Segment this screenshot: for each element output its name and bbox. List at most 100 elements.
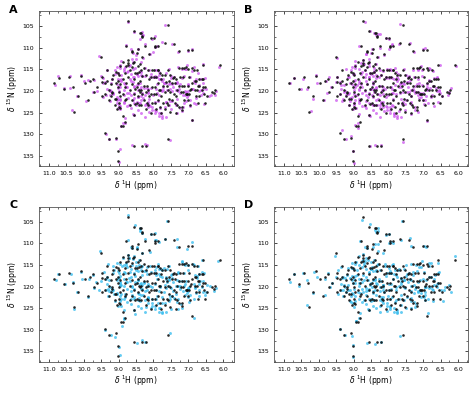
Point [182,287,190,294]
Point [352,277,359,283]
Point [361,244,369,251]
Point [417,63,425,70]
Point [117,77,124,83]
Point [134,277,142,283]
Point [414,89,422,95]
Point [130,294,138,300]
Point [369,94,376,100]
Point [154,80,162,86]
Point [365,287,372,294]
Point [419,91,426,98]
Point [98,277,105,284]
Point [105,136,112,142]
Point [51,82,58,88]
Point [190,296,197,302]
Point [350,89,358,95]
Point [436,296,444,302]
Point [182,262,189,268]
Point [425,263,432,269]
Point [112,80,120,86]
Point [407,101,415,108]
Point [154,97,162,104]
Point [381,261,388,267]
Point [108,332,115,338]
Point [157,271,165,278]
Point [178,300,186,306]
Point [299,75,307,82]
Point [377,339,385,346]
Point [349,353,357,360]
Point [69,279,77,286]
Point [184,92,192,98]
Point [348,106,356,112]
Point [424,47,431,53]
Point [168,72,175,79]
Point [386,74,394,80]
Point [303,277,311,283]
Point [346,297,353,303]
Point [183,287,191,293]
Point [368,265,375,271]
Point [133,280,141,286]
Text: C: C [9,201,18,210]
Point [150,48,157,55]
Point [412,300,420,307]
Point [410,74,418,80]
Point [180,261,188,267]
Point [167,306,175,312]
Point [419,242,426,249]
Point [151,33,159,39]
Point [340,136,347,143]
Point [422,93,430,99]
Point [412,89,419,95]
Point [374,33,381,39]
Point [116,352,123,358]
Point [191,80,199,87]
Point [128,64,136,71]
Point [386,269,394,276]
Point [386,296,394,302]
Point [118,303,125,309]
Point [433,74,441,81]
Point [391,267,399,273]
Point [392,284,400,290]
Point [360,74,367,80]
Point [145,98,152,105]
Point [146,249,154,256]
Point [163,100,171,106]
Point [158,294,166,300]
Point [357,60,365,66]
Point [137,30,145,36]
Point [136,67,144,74]
Point [345,287,352,293]
Point [393,267,401,273]
Point [370,30,378,36]
Point [112,134,120,141]
Point [147,35,155,41]
Point [141,297,148,303]
Point [167,106,175,112]
Point [373,263,380,269]
Point [153,276,161,282]
Point [385,263,393,269]
Point [337,326,344,332]
Point [121,314,129,321]
Point [357,43,365,49]
Point [414,92,422,98]
Point [212,285,220,291]
Point [103,281,110,288]
Point [365,112,373,118]
Point [416,277,424,283]
Point [354,319,362,325]
Point [133,265,141,271]
Point [119,58,127,65]
Point [90,88,97,95]
Point [406,80,414,86]
Point [369,63,376,69]
Point [390,271,397,278]
Point [350,83,357,89]
Point [392,271,400,278]
Point [112,96,120,102]
Point [85,276,92,282]
Point [365,74,373,80]
